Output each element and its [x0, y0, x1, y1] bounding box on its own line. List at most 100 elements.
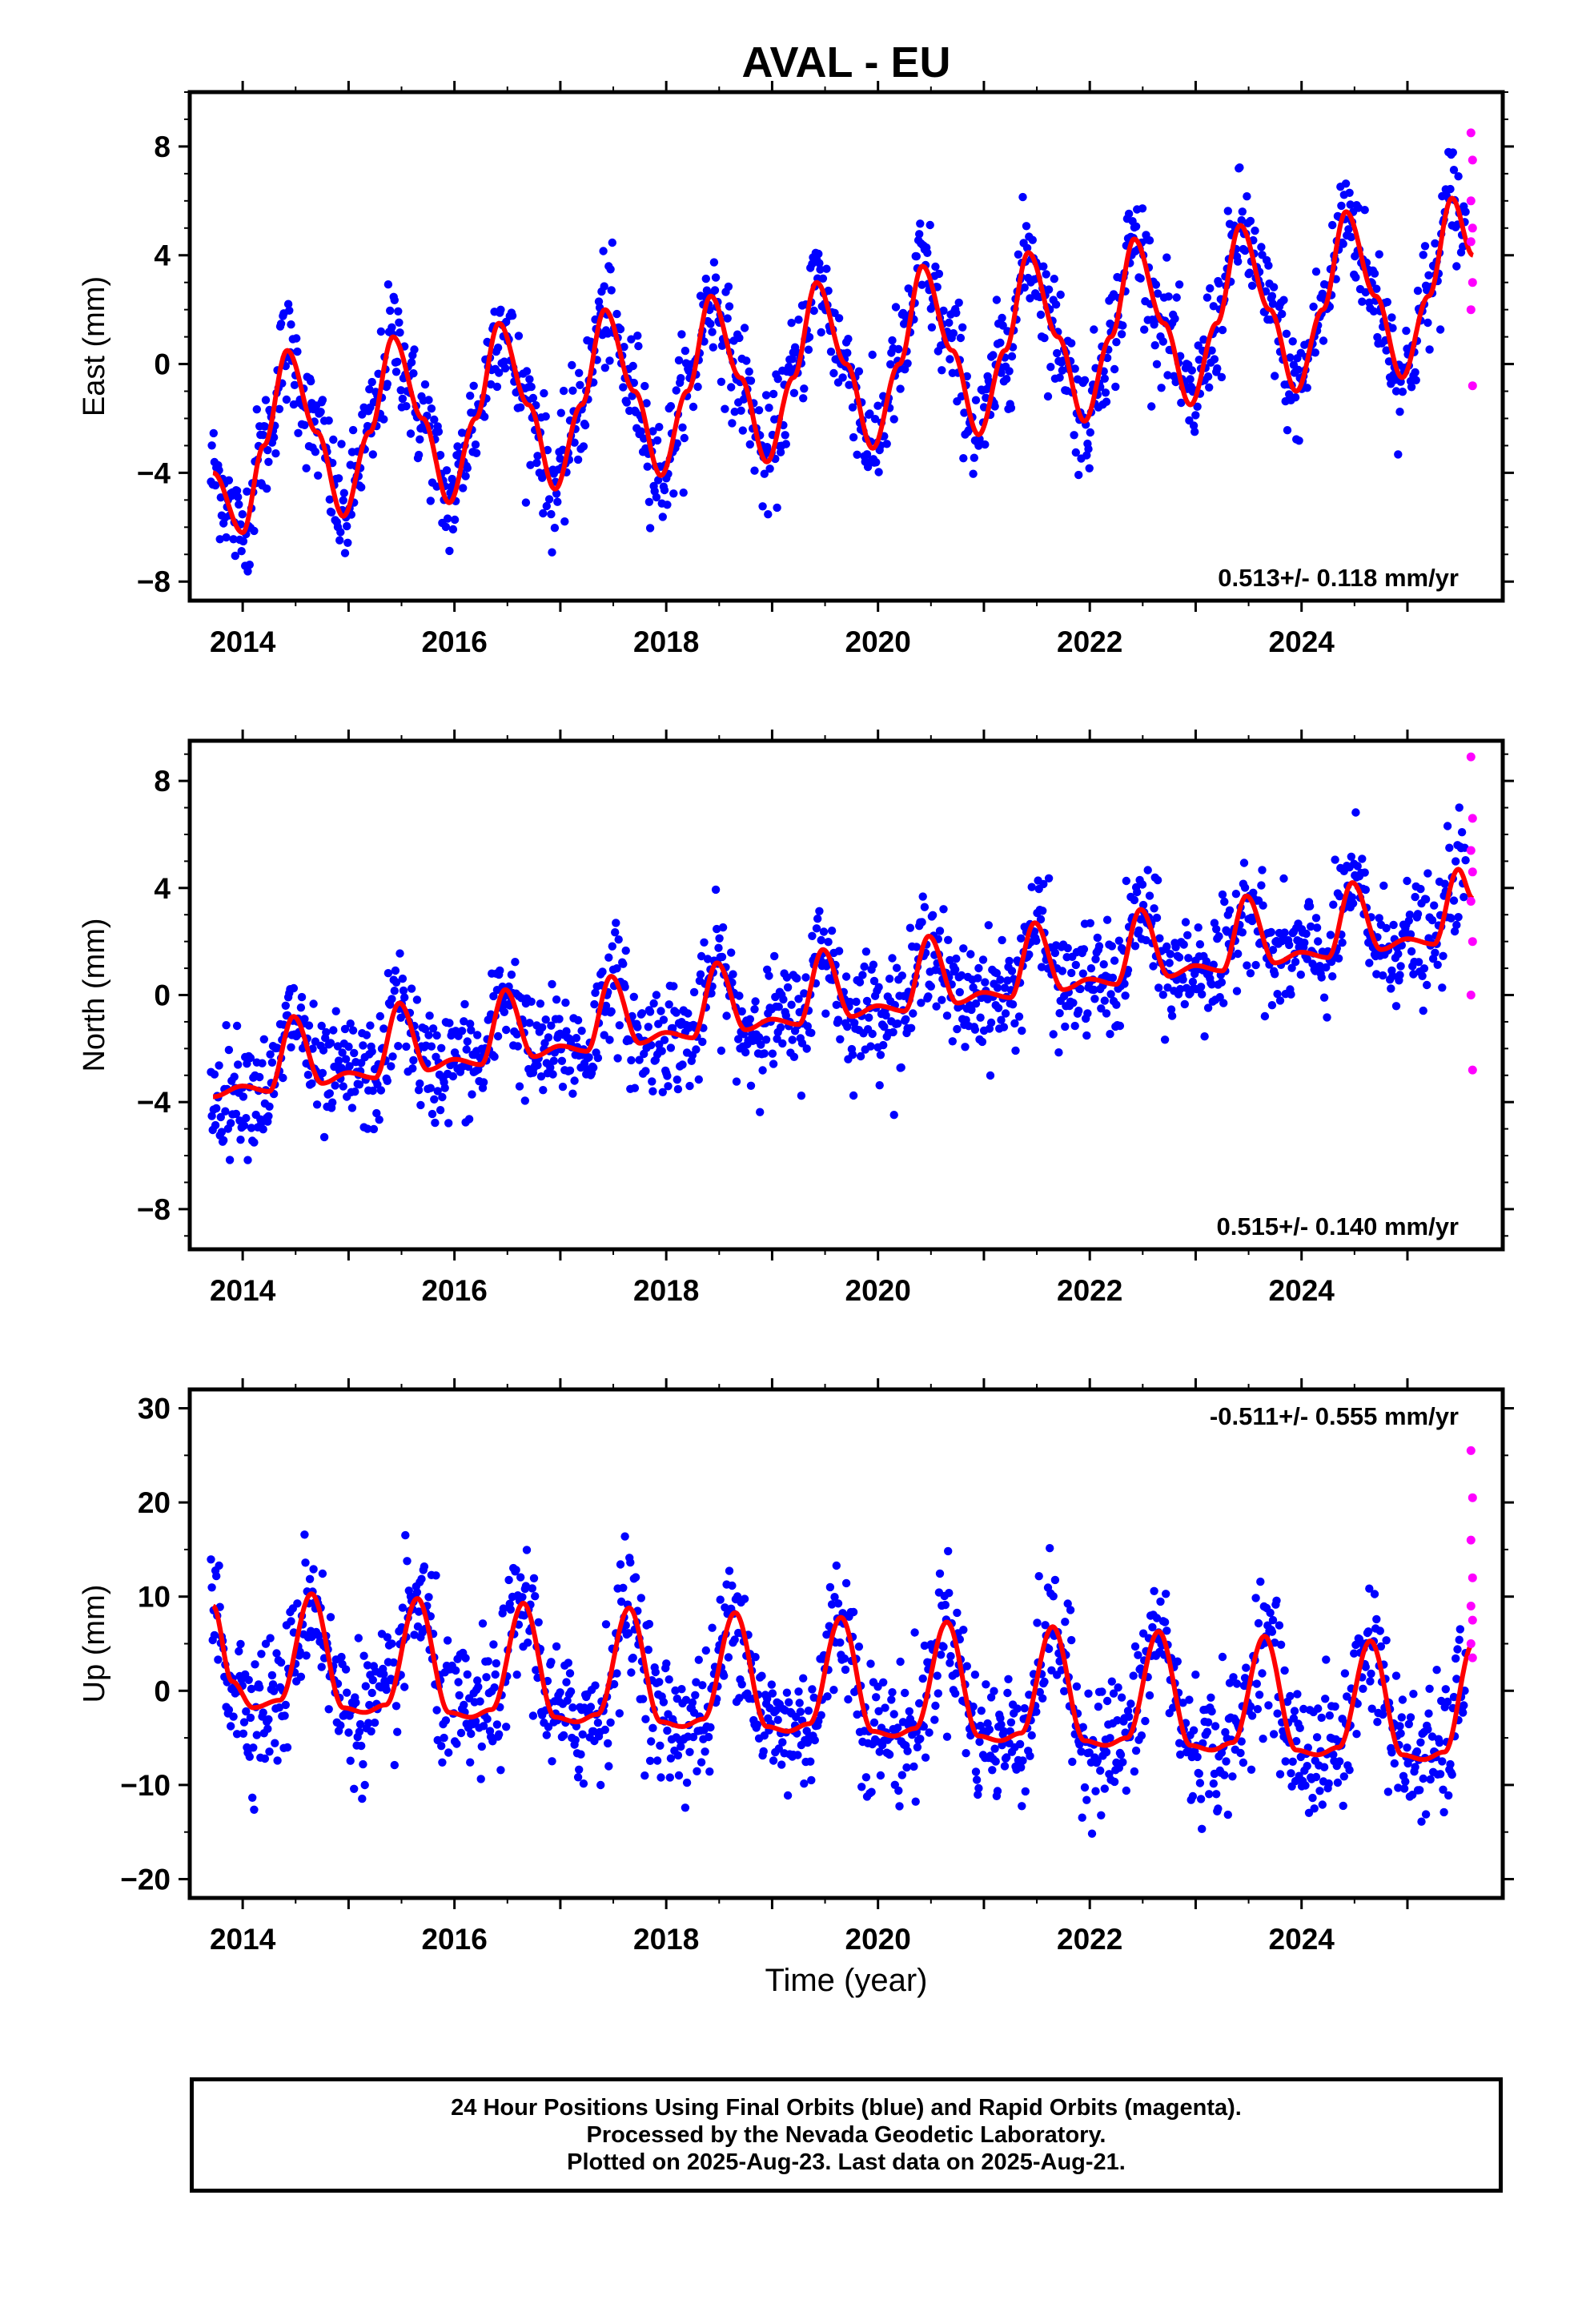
- final-point: [619, 1583, 628, 1593]
- final-point: [1145, 1691, 1154, 1700]
- final-point: [1412, 1747, 1422, 1756]
- final-point: [1339, 1801, 1347, 1811]
- final-point: [1069, 999, 1078, 1007]
- final-point: [815, 259, 824, 267]
- final-point: [906, 1023, 916, 1033]
- final-point: [763, 1695, 772, 1703]
- final-point: [209, 428, 218, 438]
- final-point: [334, 474, 343, 483]
- final-point: [452, 1666, 460, 1675]
- rate-label: -0.511+/- 0.555 mm/yr: [1210, 1402, 1459, 1430]
- final-point: [464, 1115, 474, 1124]
- final-point: [287, 320, 295, 329]
- final-point: [804, 1707, 813, 1715]
- final-point: [765, 464, 774, 473]
- y-tick-label: 0: [154, 979, 171, 1012]
- final-point: [1040, 1677, 1049, 1687]
- final-point: [231, 1109, 241, 1119]
- final-point: [1040, 333, 1049, 343]
- final-point: [1082, 1031, 1091, 1040]
- final-point: [1331, 1702, 1339, 1711]
- final-point: [844, 335, 853, 344]
- final-point: [735, 991, 744, 1000]
- final-point: [414, 1086, 424, 1095]
- final-point: [230, 1072, 239, 1081]
- final-point: [1061, 1022, 1070, 1031]
- final-point: [697, 951, 706, 961]
- final-point: [318, 1068, 327, 1078]
- final-point: [1188, 1791, 1198, 1801]
- final-point: [804, 345, 813, 354]
- final-point: [500, 357, 509, 366]
- final-point: [735, 333, 744, 343]
- final-point: [1416, 884, 1425, 894]
- final-point: [1315, 1787, 1324, 1795]
- final-point: [1050, 275, 1059, 283]
- final-point: [698, 1037, 707, 1047]
- final-point: [956, 333, 966, 343]
- final-point: [1269, 283, 1279, 292]
- final-point: [1151, 280, 1161, 289]
- final-point: [832, 1000, 841, 1010]
- final-point: [905, 923, 915, 932]
- final-point: [351, 1088, 359, 1096]
- final-point: [493, 344, 503, 352]
- final-point: [1102, 1696, 1112, 1706]
- final-point: [1108, 973, 1118, 983]
- final-point: [355, 1727, 364, 1736]
- final-point: [1202, 957, 1211, 966]
- final-point: [992, 296, 1002, 304]
- final-point: [1035, 1687, 1045, 1697]
- final-point: [612, 919, 620, 927]
- final-point: [420, 380, 430, 389]
- final-point: [1152, 360, 1162, 368]
- final-point: [659, 1015, 669, 1024]
- final-point: [970, 1025, 980, 1034]
- final-point: [722, 1011, 731, 1020]
- final-point: [359, 1651, 368, 1660]
- final-point: [952, 308, 961, 317]
- final-point: [239, 1718, 249, 1727]
- final-point: [344, 1728, 353, 1737]
- final-point: [662, 1659, 671, 1668]
- final-point: [1390, 1759, 1399, 1768]
- rapid-point: [1466, 196, 1476, 206]
- final-point: [235, 500, 243, 509]
- final-point: [1424, 271, 1433, 279]
- final-point: [760, 1049, 769, 1058]
- final-point: [1145, 891, 1154, 900]
- final-point: [1116, 1750, 1126, 1759]
- final-point: [413, 1622, 423, 1631]
- final-point: [337, 440, 346, 448]
- final-point: [1425, 1684, 1434, 1693]
- final-point: [460, 1700, 468, 1710]
- final-point: [402, 1042, 411, 1051]
- final-point: [1115, 1021, 1125, 1031]
- x-tick-label: 2014: [210, 1923, 276, 1956]
- final-point: [716, 1595, 725, 1604]
- final-point: [522, 1546, 532, 1554]
- final-point: [966, 950, 975, 959]
- final-point: [674, 356, 684, 365]
- final-point: [1046, 1544, 1054, 1553]
- final-point: [216, 1112, 225, 1122]
- final-point: [607, 286, 616, 295]
- final-point: [1134, 926, 1143, 935]
- final-point: [1367, 1704, 1376, 1713]
- final-point: [1427, 1732, 1437, 1741]
- final-point: [1071, 960, 1081, 970]
- final-point: [1416, 1738, 1425, 1747]
- final-point: [438, 1758, 447, 1767]
- final-point: [280, 1711, 289, 1720]
- final-point: [930, 1715, 939, 1724]
- final-point: [1283, 426, 1292, 435]
- final-point: [706, 1723, 715, 1732]
- final-point: [800, 1779, 809, 1788]
- final-point: [482, 1673, 491, 1682]
- final-point: [566, 1687, 576, 1696]
- final-point: [1118, 321, 1127, 330]
- final-point: [654, 476, 663, 485]
- final-point: [571, 1735, 580, 1744]
- final-point: [1339, 239, 1347, 248]
- final-point: [340, 1024, 350, 1034]
